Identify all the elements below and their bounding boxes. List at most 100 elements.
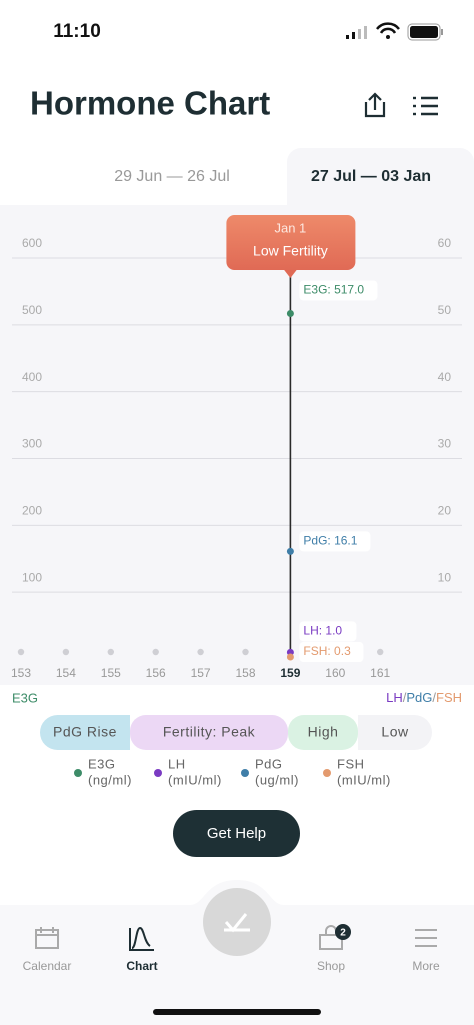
legend-name: LH (168, 756, 186, 771)
y2-tick-label: 60 (438, 236, 452, 250)
y2-axis-label: LH/PdG/FSH (386, 690, 462, 705)
y2-label-part: LH (386, 690, 403, 705)
x-tick-label: 156 (146, 666, 166, 680)
y2-tick-label: 10 (438, 570, 452, 584)
day-dot (242, 648, 249, 656)
value-label-box (299, 641, 364, 662)
legend-dot (74, 769, 82, 777)
nav-icon[interactable] (129, 926, 154, 951)
nav-icon[interactable] (35, 927, 59, 949)
nav-label[interactable]: Chart (126, 959, 157, 973)
nav-label[interactable]: More (412, 959, 440, 973)
y-tick-label: 600 (22, 236, 42, 250)
tooltip-pointer (283, 269, 298, 278)
y2-tick-label: 20 (438, 504, 452, 518)
x-tick-label: 154 (56, 666, 76, 680)
value-label: E3G: 517.0 (303, 283, 364, 297)
tooltip-label: Low Fertility (253, 243, 328, 259)
nav: Calendar Chart Shop 2 More (23, 924, 440, 973)
legend: E3G(ng/ml)LH(mIU/ml)PdG(ug/ml)FSH(mIU/ml… (74, 756, 391, 787)
tab-selected[interactable] (287, 148, 474, 205)
tab-label: 27 Jul — 03 Jan (311, 168, 431, 185)
data-point (286, 653, 294, 661)
legend-dot (241, 769, 249, 777)
y2-label-part: / (432, 690, 436, 705)
day-dot (197, 648, 204, 656)
y-tick-label: 400 (22, 370, 42, 384)
y2-label-part: / (403, 690, 407, 705)
value-label-box (299, 531, 371, 552)
data-point (286, 309, 294, 317)
y2-tick-label: 40 (438, 370, 452, 384)
status-time: 11:10 (53, 21, 101, 42)
status-icons (346, 22, 443, 41)
x-tick-label: 157 (191, 666, 211, 680)
list-button[interactable] (413, 96, 438, 116)
home-indicator (153, 1009, 321, 1015)
legend-unit: (mIU/ml) (337, 772, 391, 787)
phase-label: Low (381, 724, 409, 740)
phase-segment (358, 715, 432, 750)
phase-segment (40, 715, 130, 750)
y2-label-part: PdG (406, 690, 432, 705)
button-label: Get Help (207, 825, 266, 842)
day-dot (152, 648, 159, 656)
x-tick-label: 160 (325, 666, 345, 680)
page-title: Hormone Chart (30, 85, 270, 122)
x-tick-label: 159 (280, 666, 300, 680)
legend-dot (323, 769, 331, 777)
center-button[interactable] (203, 888, 271, 956)
legend-name: E3G (88, 756, 116, 771)
value-label: PdG: 16.1 (303, 534, 357, 548)
value-label-box (299, 621, 357, 642)
phase-segment (288, 715, 358, 750)
y-tick-label: 100 (22, 570, 42, 584)
date-tabs: 29 Jun — 26 Jul 27 Jul — 03 Jan (0, 148, 474, 205)
chart: 100 200 300 400 500 600 10 20 30 40 50 60 153 154 155 1… (11, 215, 462, 705)
phase-segment (130, 715, 288, 750)
y2-tick-label: 30 (438, 437, 452, 451)
tooltip (226, 215, 356, 270)
day-dot (377, 648, 384, 656)
y-tick-label: 200 (22, 504, 42, 518)
legend-unit: (mIU/ml) (168, 772, 222, 787)
phase-label: Fertility: Peak (163, 724, 256, 740)
legend-dot (154, 769, 162, 777)
y2-label-part: FSH (436, 690, 462, 705)
phase-label: PdG Rise (53, 724, 117, 740)
data-point (286, 547, 294, 555)
nav-badge (335, 924, 351, 940)
tab[interactable] (0, 148, 287, 205)
y-axis-label: E3G (12, 690, 38, 705)
share-button[interactable] (364, 92, 386, 118)
x-tick-label: 161 (370, 666, 390, 680)
day-dot (17, 648, 25, 656)
legend-unit: (ng/ml) (88, 772, 132, 787)
nav-label[interactable]: Shop (317, 959, 345, 973)
legend-name: PdG (255, 756, 283, 771)
nav-icon[interactable] (415, 929, 437, 947)
phase-bar: PdG Rise Fertility: Peak High Low (40, 715, 432, 750)
y2-tick-label: 50 (438, 303, 452, 317)
x-tick-label: 153 (11, 666, 31, 680)
nav-label[interactable]: Calendar (23, 959, 72, 973)
tooltip-date: Jan 1 (274, 220, 306, 235)
center-icon (224, 913, 250, 933)
nav-badge-count: 2 (340, 928, 346, 939)
get-help-button[interactable] (173, 810, 300, 857)
phase-label: High (308, 724, 339, 740)
legend-unit: (ug/ml) (255, 772, 299, 787)
day-dot (107, 648, 115, 656)
day-dot (62, 648, 70, 656)
y-tick-label: 500 (22, 303, 42, 317)
value-label: LH: 1.0 (303, 623, 342, 637)
y-tick-label: 300 (22, 437, 42, 451)
chart-background (0, 205, 474, 685)
value-label-box (299, 280, 378, 301)
legend-name: FSH (337, 756, 365, 771)
value-label: FSH: 0.3 (303, 644, 351, 658)
tab-label: 29 Jun — 26 Jul (114, 168, 230, 185)
x-tick-label: 158 (235, 666, 255, 680)
x-tick-label: 155 (101, 666, 121, 680)
